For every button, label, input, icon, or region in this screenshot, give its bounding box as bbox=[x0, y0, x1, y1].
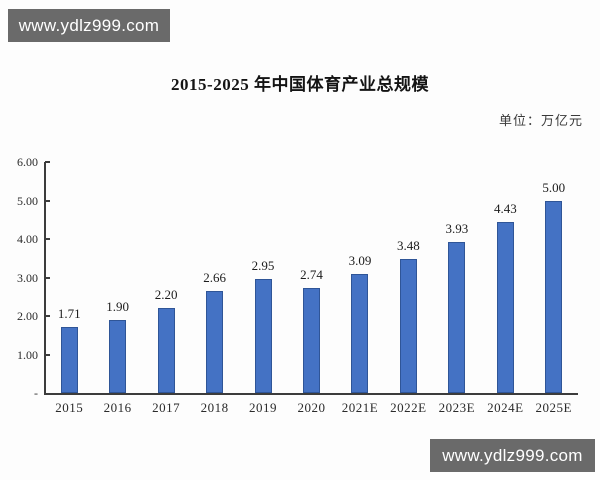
y-axis-tick-label: 6.00 bbox=[17, 155, 38, 169]
bar-value-label: 1.90 bbox=[106, 298, 130, 314]
y-axis-tick bbox=[45, 161, 50, 163]
bar-value-label: 2.66 bbox=[203, 269, 226, 285]
y-axis-tick-label: 4.00 bbox=[17, 232, 38, 246]
bar-2022E bbox=[399, 259, 417, 393]
bar-2024E bbox=[496, 222, 514, 393]
bar-2021E bbox=[351, 274, 369, 393]
bar-value-label: 3.48 bbox=[397, 238, 420, 254]
x-axis-label-2019: 2019 bbox=[249, 400, 278, 415]
watermark-bottom-right: www.ydlz999.com bbox=[430, 439, 595, 472]
bar-value-label: 2.95 bbox=[251, 258, 275, 274]
y-axis-tick bbox=[45, 238, 50, 240]
x-axis-label-2017: 2017 bbox=[152, 400, 181, 415]
x-axis-label-2022E: 2022E bbox=[390, 400, 427, 415]
y-axis-line bbox=[44, 162, 46, 395]
bar-value-label: 3.09 bbox=[348, 253, 372, 269]
y-axis-tick-label: 5.00 bbox=[17, 193, 38, 208]
bar-2017 bbox=[157, 308, 175, 393]
y-axis-tick bbox=[45, 199, 50, 202]
bar-2025E bbox=[545, 200, 563, 393]
bar-value-label: 2.74 bbox=[300, 266, 323, 282]
y-axis-tick bbox=[45, 353, 50, 356]
bar-value-label: 3.93 bbox=[445, 220, 469, 236]
y-axis-tick-label: 1.00 bbox=[17, 347, 38, 362]
x-axis-label-2020: 2020 bbox=[297, 400, 326, 415]
watermark-text: www.ydlz999.com bbox=[442, 445, 583, 465]
x-axis-label-2023E: 2023E bbox=[438, 400, 476, 415]
x-axis-label-2024E: 2024E bbox=[487, 400, 524, 415]
y-axis-tick-label: 3.00 bbox=[17, 270, 38, 285]
bar-value-label: 1.71 bbox=[57, 306, 81, 322]
bar-2019 bbox=[254, 279, 272, 393]
y-axis-tick-label: - bbox=[34, 386, 38, 400]
bar-value-label: 5.00 bbox=[542, 179, 566, 195]
x-axis-label-2025E: 2025E bbox=[535, 400, 572, 415]
bar-value-label: 2.20 bbox=[154, 287, 178, 303]
bar-2020 bbox=[303, 287, 320, 393]
y-axis-tick bbox=[45, 276, 50, 279]
bar-2016 bbox=[109, 319, 127, 393]
chart-title: 2015-2025 年中国体育产业总规模 bbox=[171, 75, 429, 94]
watermark-text: www.ydlz999.com bbox=[18, 15, 160, 35]
y-axis-tick-label: 2.00 bbox=[17, 309, 38, 323]
unit-label: 单位：万亿元 bbox=[498, 113, 583, 128]
x-axis-label-2018: 2018 bbox=[200, 400, 229, 415]
x-axis-label-2016: 2016 bbox=[103, 400, 132, 415]
y-axis-tick bbox=[45, 315, 50, 317]
bar-2018 bbox=[206, 290, 224, 393]
x-axis-line bbox=[44, 393, 578, 395]
watermark-top-left: www.ydlz999.com bbox=[8, 9, 170, 42]
x-axis-label-2021E: 2021E bbox=[341, 400, 379, 415]
bar-2015 bbox=[60, 327, 78, 393]
bar-2023E bbox=[448, 241, 466, 393]
x-axis-label-2015: 2015 bbox=[55, 400, 84, 415]
bar-value-label: 4.43 bbox=[493, 201, 517, 217]
